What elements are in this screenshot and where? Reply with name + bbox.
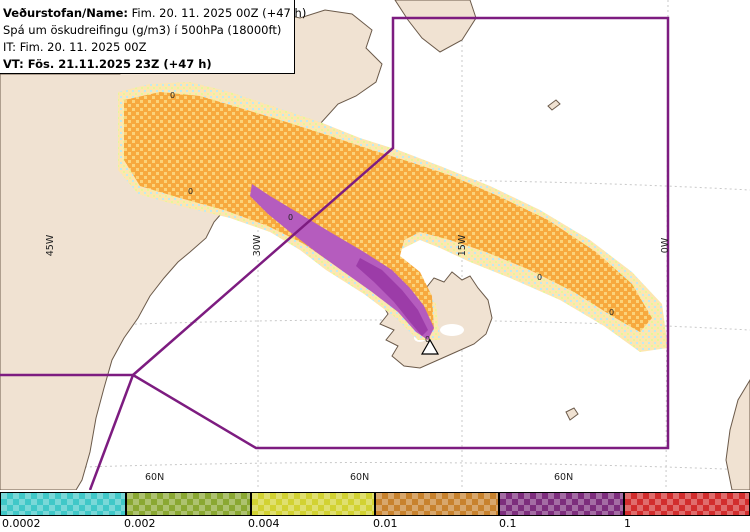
latitude-label-60n: 60N — [145, 472, 165, 483]
legend-swatch-3 — [375, 492, 499, 516]
faroe-islands — [565, 407, 579, 421]
contour-labels: 0 0 0 0 0 0 — [170, 91, 614, 344]
ash-plume-mid — [124, 92, 652, 332]
contour-label: 0 — [188, 187, 193, 196]
contour-label: 0 — [170, 91, 175, 100]
issuer-value: Fim. 20. 11. 2025 00Z (+47 h) — [131, 6, 307, 20]
contour-label: 0 — [537, 273, 542, 282]
contour-label: 0 — [425, 335, 430, 344]
info-valid-time-line: VT: Fös. 21.11.2025 23Z (+47 h) — [3, 56, 294, 73]
concentration-legend: 0.0002 0.002 0.004 0.01 0.1 1 — [0, 490, 750, 532]
valid-time-label: VT: — [3, 57, 24, 71]
latitude-label-60n: 60N — [350, 472, 370, 483]
greenland-northeast-coast — [394, 0, 477, 53]
map-canvas[interactable]: 0 0 0 0 0 0 — [0, 0, 750, 490]
valid-time-value: Fös. 21.11.2025 23Z (+47 h) — [27, 57, 212, 71]
issue-time-label: IT: — [3, 40, 17, 54]
info-issuer-line: Veðurstofan/Name: Fim. 20. 11. 2025 00Z … — [3, 5, 306, 22]
legend-label-5: 1 — [624, 517, 631, 530]
contour-label: 0 — [288, 213, 293, 222]
legend-swatch-0 — [0, 492, 126, 516]
glacier-vatnajokull — [440, 324, 464, 336]
legend-label-4: 0.1 — [499, 517, 517, 530]
legend-label-1: 0.002 — [124, 517, 156, 530]
ash-plume-core — [250, 184, 434, 340]
longitude-label-30w: 30W — [252, 234, 264, 257]
contour-label: 0 — [609, 308, 614, 317]
legend-swatch-2 — [251, 492, 375, 516]
legend-label-2: 0.004 — [248, 517, 280, 530]
ash-plume-core-highlight — [356, 258, 428, 336]
legend-swatch-4 — [499, 492, 624, 516]
longitude-label-15w: 15W — [457, 234, 469, 257]
volcano-triangle-icon[interactable] — [420, 338, 440, 355]
forecast-info-box: Veðurstofan/Name: Fim. 20. 11. 2025 00Z … — [0, 0, 306, 74]
issue-time-value: Fim. 20. 11. 2025 00Z — [19, 40, 147, 54]
legend-swatch-5 — [624, 492, 750, 516]
forecast-description: Spá um öskudreifingu (g/m3) í 500hPa (18… — [3, 23, 282, 37]
longitude-label-0w: 0W — [660, 237, 672, 254]
longitude-label-45w: 45W — [45, 234, 57, 257]
legend-swatch-1 — [126, 492, 251, 516]
issuer-label: Veðurstofan/Name: — [3, 6, 128, 20]
jan-mayen-island — [547, 99, 561, 111]
latitude-label-60n: 60N — [554, 472, 574, 483]
legend-label-0: 0.0002 — [2, 517, 41, 530]
fir-boundary — [0, 16, 670, 490]
legend-label-3: 0.01 — [373, 517, 398, 530]
info-issue-time-line: IT: Fim. 20. 11. 2025 00Z — [3, 39, 294, 56]
norway-coast — [725, 379, 750, 490]
